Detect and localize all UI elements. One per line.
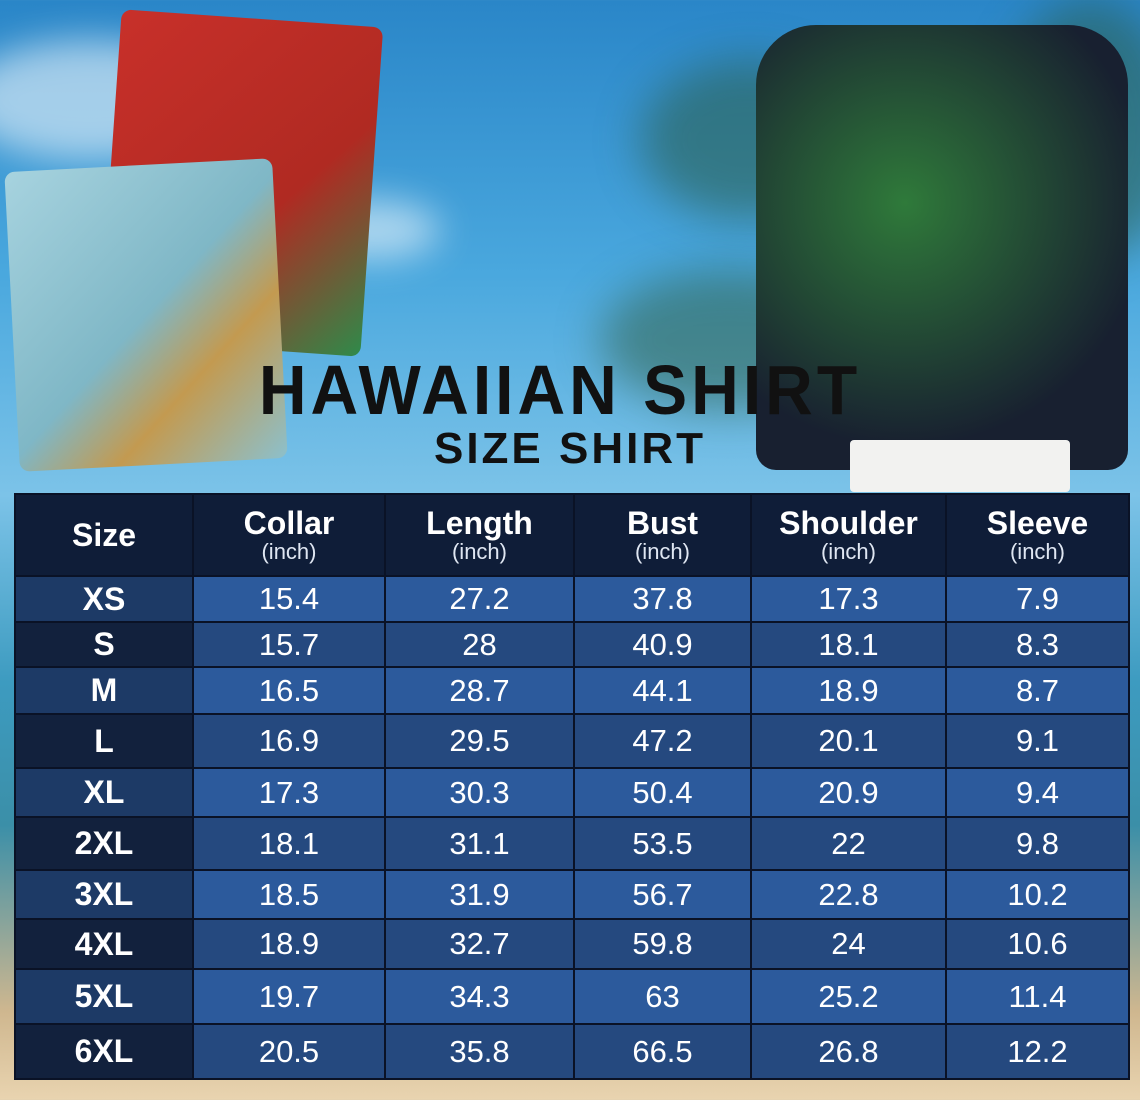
value-cell: 12.2	[945, 1023, 1130, 1080]
size-cell: 4XL	[14, 918, 194, 970]
column-label: Size	[71, 517, 137, 553]
value-cell: 16.9	[192, 713, 386, 769]
column-unit: (inch)	[261, 539, 317, 564]
column-header-length: Length (inch)	[384, 493, 575, 577]
header-row: Size Collar (inch) Length (inch) Bust (inch) Sh…	[14, 493, 1130, 577]
title: HAWAIIAN SHIRT	[258, 351, 862, 429]
value-cell: 22	[750, 816, 947, 871]
value-cell: 16.5	[192, 666, 386, 715]
value-cell: 26.8	[750, 1023, 947, 1080]
subtitle: SIZE SHIRT	[433, 424, 707, 473]
size-cell: M	[14, 666, 194, 715]
value-cell: 34.3	[384, 968, 575, 1025]
value-cell: 18.1	[192, 816, 386, 871]
value-cell: 9.4	[945, 767, 1130, 818]
value-cell: 18.5	[192, 869, 386, 920]
value-cell: 47.2	[573, 713, 752, 769]
value-cell: 20.1	[750, 713, 947, 769]
value-cell: 18.9	[750, 666, 947, 715]
value-cell: 18.9	[192, 918, 386, 970]
value-cell: 19.7	[192, 968, 386, 1025]
value-cell: 37.8	[573, 575, 752, 623]
size-table: Size Collar (inch) Length (inch) Bust (inch) Sh…	[14, 493, 1130, 1080]
value-cell: 40.9	[573, 621, 752, 668]
value-cell: 20.5	[192, 1023, 386, 1080]
table-row-6xl: 6XL 20.5 35.8 66.5 26.8 12.2	[14, 1023, 1130, 1080]
column-label: Shoulder	[779, 505, 918, 541]
value-cell: 22.8	[750, 869, 947, 920]
size-cell: S	[14, 621, 194, 668]
value-cell: 9.8	[945, 816, 1130, 871]
value-cell: 24	[750, 918, 947, 970]
column-unit: (inch)	[1009, 539, 1065, 564]
value-cell: 30.3	[384, 767, 575, 818]
size-cell: XL	[14, 767, 194, 818]
value-cell: 32.7	[384, 918, 575, 970]
model-shorts-image	[850, 440, 1070, 492]
table-row-l: L 16.9 29.5 47.2 20.1 9.1	[14, 713, 1130, 769]
value-cell: 44.1	[573, 666, 752, 715]
value-cell: 8.3	[945, 621, 1130, 668]
column-header-collar: Collar (inch)	[192, 493, 386, 577]
column-header-size: Size	[14, 493, 194, 577]
value-cell: 59.8	[573, 918, 752, 970]
column-label: Length	[426, 505, 533, 541]
column-label: Sleeve	[986, 505, 1089, 541]
column-unit: (inch)	[820, 539, 876, 564]
value-cell: 31.1	[384, 816, 575, 871]
column-unit: (inch)	[634, 539, 690, 564]
size-cell: XS	[14, 575, 194, 623]
size-cell: 6XL	[14, 1023, 194, 1080]
size-cell: L	[14, 713, 194, 769]
table-row-4xl: 4XL 18.9 32.7 59.8 24 10.6	[14, 918, 1130, 970]
value-cell: 8.7	[945, 666, 1130, 715]
table-row-xs: XS 15.4 27.2 37.8 17.3 7.9	[14, 575, 1130, 623]
value-cell: 31.9	[384, 869, 575, 920]
value-cell: 63	[573, 968, 752, 1025]
value-cell: 28.7	[384, 666, 575, 715]
value-cell: 28	[384, 621, 575, 668]
value-cell: 27.2	[384, 575, 575, 623]
size-cell: 3XL	[14, 869, 194, 920]
table-row-xl: XL 17.3 30.3 50.4 20.9 9.4	[14, 767, 1130, 818]
value-cell: 18.1	[750, 621, 947, 668]
value-cell: 15.4	[192, 575, 386, 623]
table-row-m: M 16.5 28.7 44.1 18.9 8.7	[14, 666, 1130, 715]
value-cell: 25.2	[750, 968, 947, 1025]
value-cell: 17.3	[750, 575, 947, 623]
value-cell: 56.7	[573, 869, 752, 920]
column-header-sleeve: Sleeve (inch)	[945, 493, 1130, 577]
value-cell: 17.3	[192, 767, 386, 818]
value-cell: 15.7	[192, 621, 386, 668]
value-cell: 11.4	[945, 968, 1130, 1025]
column-label: Bust	[626, 505, 699, 541]
table-row-2xl: 2XL 18.1 31.1 53.5 22 9.8	[14, 816, 1130, 871]
value-cell: 66.5	[573, 1023, 752, 1080]
value-cell: 9.1	[945, 713, 1130, 769]
column-header-shoulder: Shoulder (inch)	[750, 493, 947, 577]
value-cell: 20.9	[750, 767, 947, 818]
size-cell: 2XL	[14, 816, 194, 871]
column-label: Collar	[243, 505, 335, 541]
value-cell: 10.2	[945, 869, 1130, 920]
value-cell: 53.5	[573, 816, 752, 871]
table-row-3xl: 3XL 18.5 31.9 56.7 22.8 10.2	[14, 869, 1130, 920]
table-row-5xl: 5XL 19.7 34.3 63 25.2 11.4	[14, 968, 1130, 1025]
value-cell: 10.6	[945, 918, 1130, 970]
model-shirt-image	[756, 25, 1128, 470]
table-row-s: S 15.7 28 40.9 18.1 8.3	[14, 621, 1130, 668]
column-header-bust: Bust (inch)	[573, 493, 752, 577]
value-cell: 29.5	[384, 713, 575, 769]
column-unit: (inch)	[451, 539, 507, 564]
size-cell: 5XL	[14, 968, 194, 1025]
value-cell: 50.4	[573, 767, 752, 818]
value-cell: 35.8	[384, 1023, 575, 1080]
value-cell: 7.9	[945, 575, 1130, 623]
